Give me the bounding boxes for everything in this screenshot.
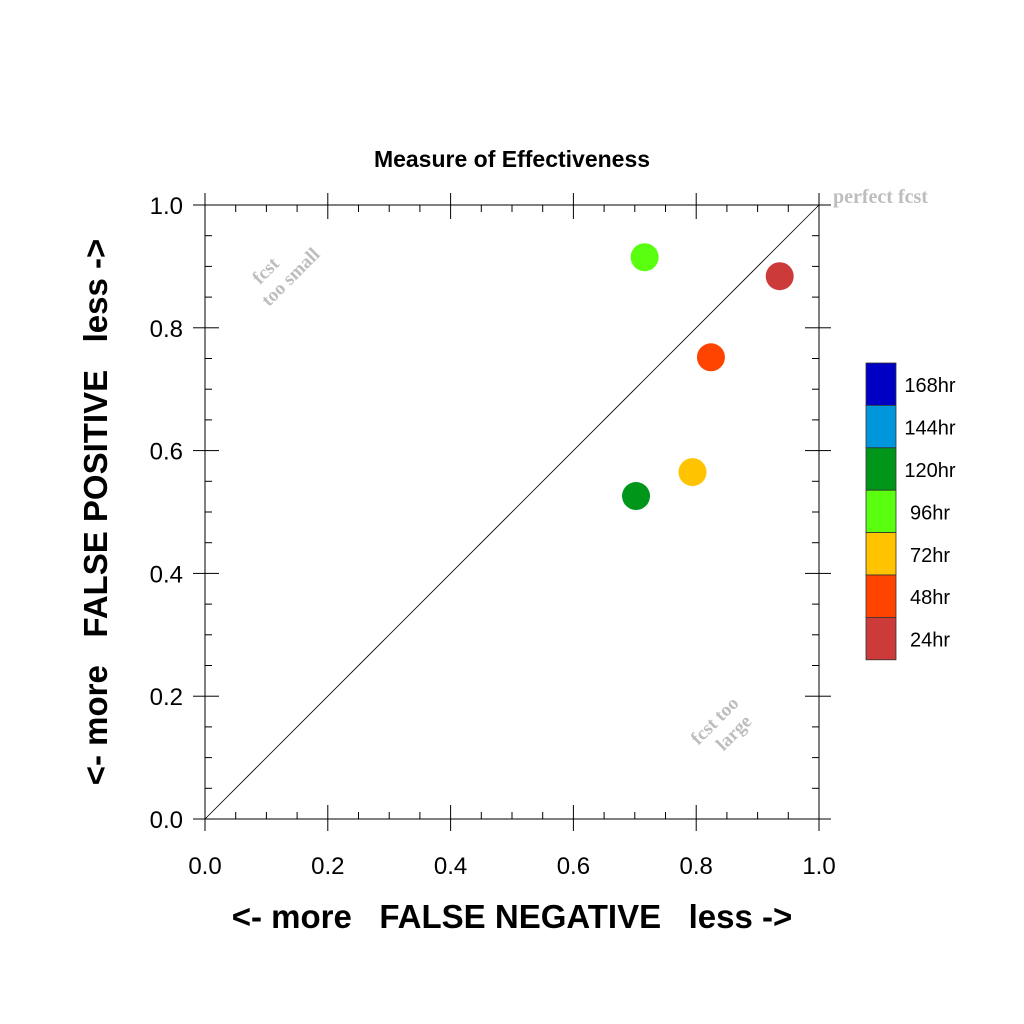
y-tick-label: 0.2 — [150, 684, 183, 711]
legend-swatch-72hr — [865, 532, 897, 576]
legend-label-72hr: 72hr — [910, 545, 950, 567]
legend-label-144hr: 144hr — [904, 418, 955, 440]
point-120hr — [622, 482, 651, 511]
legend-swatch-144hr — [865, 404, 897, 449]
point-24hr — [765, 262, 794, 291]
y-axis-label: <- more FALSE POSITIVE less -> — [77, 239, 114, 786]
x-tick-label: 1.0 — [802, 853, 835, 880]
x-axis-label: <- more FALSE NEGATIVE less -> — [232, 898, 793, 935]
legend-label-96hr: 96hr — [910, 502, 950, 524]
legend-swatch-24hr — [865, 617, 897, 661]
legend-label-120hr: 120hr — [904, 460, 955, 482]
x-tick-label: 0.2 — [311, 853, 344, 880]
y-tick-label: 0.6 — [150, 439, 183, 466]
x-tick-labels: 0.0 0.2 0.4 0.6 0.8 1.0 — [188, 853, 835, 880]
x-tick-label: 0.8 — [680, 853, 713, 880]
y-tick-label: 0.4 — [150, 561, 183, 588]
x-tick-label: 0.6 — [557, 853, 590, 880]
annotation-fcst-too-small: fcst too small — [249, 244, 325, 311]
y-tick-label: 1.0 — [150, 193, 183, 220]
y-tick-label: 0.0 — [150, 807, 183, 834]
y-tick-labels: 0.0 0.2 0.4 0.6 0.8 1.0 — [150, 193, 183, 834]
data-points — [622, 243, 794, 511]
annotation-perfect-fcst: perfect fcst — [833, 186, 928, 208]
legend-swatch-48hr — [865, 574, 897, 618]
x-tick-label: 0.0 — [188, 853, 221, 880]
perfect-forecast-diagonal — [204, 204, 820, 820]
point-72hr — [678, 458, 707, 487]
legend-label-48hr: 48hr — [910, 587, 950, 609]
legend-label-168hr: 168hr — [904, 375, 955, 397]
plot-frame — [204, 204, 820, 820]
point-48hr — [696, 343, 725, 372]
chart-title: Measure of Effectiveness — [374, 146, 650, 172]
x-tick-label: 0.4 — [434, 853, 467, 880]
legend-label-24hr: 24hr — [910, 630, 950, 652]
y-tick-label: 0.8 — [150, 316, 183, 343]
annotation-fcst-too-large: fcst too large — [687, 693, 756, 755]
legend: 168hr 144hr 120hr 96hr 72hr 48hr 24hr — [865, 362, 956, 661]
legend-swatch-96hr — [865, 489, 897, 534]
legend-swatch-168hr — [865, 362, 897, 406]
point-96hr — [630, 243, 659, 272]
legend-swatch-120hr — [865, 447, 897, 491]
